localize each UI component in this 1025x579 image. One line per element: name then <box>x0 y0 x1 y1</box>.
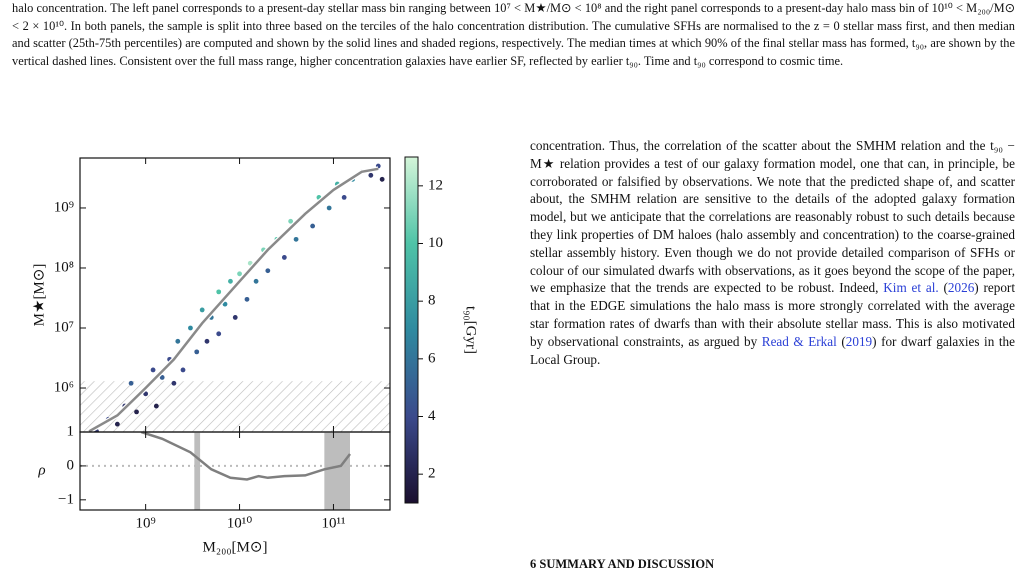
galaxy-point <box>244 296 250 302</box>
galaxy-point <box>180 367 186 373</box>
galaxy-point <box>204 338 210 344</box>
colorbar-tick-label: 4 <box>428 408 436 424</box>
galaxy-point <box>143 391 149 397</box>
galaxy-point <box>341 194 347 200</box>
galaxy-point <box>293 236 299 242</box>
colorbar-label: t₉₀[Gyr] <box>463 306 479 354</box>
galaxy-point <box>128 380 134 386</box>
highlight-band <box>194 432 201 510</box>
galaxy-point <box>326 205 332 211</box>
galaxy-point <box>216 331 222 337</box>
figure-caption: halo concentration. The left panel corre… <box>12 1 1015 68</box>
y-tick-label: −1 <box>58 491 74 507</box>
galaxy-point <box>134 409 139 415</box>
text: concentration. Thus, the correlation of … <box>530 138 1015 296</box>
colorbar-tick-label: 6 <box>428 350 436 366</box>
galaxy-point <box>188 325 193 331</box>
section-heading: 6 SUMMARY AND DISCUSSION <box>530 557 715 571</box>
citation-link[interactable]: Kim et al. <box>883 280 939 296</box>
text: ) for dwarf galaxies in the Local Group. <box>530 333 1015 367</box>
galaxy-point <box>114 421 120 427</box>
plot-area <box>80 163 390 432</box>
galaxy-point <box>153 403 159 409</box>
axes-frame <box>79 431 391 511</box>
body-text: concentration. Thus, the correlation of … <box>530 137 1015 368</box>
citation-year[interactable]: 2026 <box>947 280 975 296</box>
galaxy-point <box>288 218 294 224</box>
y-tick-label: 10⁶ <box>54 379 74 395</box>
y-tick-label: 0 <box>67 457 75 473</box>
galaxy-point <box>171 380 177 386</box>
colorbar-tick-label: 2 <box>428 466 436 482</box>
galaxy-point <box>194 349 200 355</box>
galaxy-point <box>253 278 259 284</box>
x-tick-label: 10¹⁰ <box>227 515 253 531</box>
galaxy-point <box>379 176 385 182</box>
galaxy-point <box>199 307 205 313</box>
y-axis-label: M★[M⊙] <box>31 264 47 327</box>
y-tick-label: 10⁷ <box>54 319 74 335</box>
galaxy-point <box>150 367 156 373</box>
galaxy-point <box>175 338 181 344</box>
plot-area <box>80 432 390 510</box>
galaxy-point <box>237 271 242 277</box>
x-tick-label: 10⁹ <box>136 515 156 531</box>
galaxy-point <box>281 255 287 260</box>
galaxy-point <box>159 375 165 380</box>
colorbar-tick-label: 8 <box>428 293 436 309</box>
galaxy-point <box>310 223 316 229</box>
galaxy-point <box>265 268 271 274</box>
colorbar-tick-label: 12 <box>428 177 443 193</box>
galaxy-point <box>228 278 233 284</box>
galaxy-point <box>222 301 228 307</box>
citation-year[interactable]: 2019 <box>845 333 873 349</box>
text: ( <box>836 333 846 349</box>
resolution-hatch <box>80 381 390 432</box>
y-tick-label: 10⁸ <box>54 259 74 275</box>
galaxy-point <box>232 315 238 320</box>
galaxy-point <box>368 172 374 178</box>
citation-link[interactable]: Read & Erkal <box>761 333 837 349</box>
text: ) report that in the EDGE simulations th… <box>530 280 1015 349</box>
y-tick-label: 1 <box>67 423 75 439</box>
y-tick-label: 10⁹ <box>54 199 74 215</box>
correlation-line <box>140 432 351 481</box>
y-axis-label: ρ <box>37 462 45 478</box>
x-axis-label: M₂₀₀[M⊙] <box>203 539 268 555</box>
median-line <box>88 167 379 432</box>
highlight-band <box>324 432 350 510</box>
x-tick-label: 10¹¹ <box>321 515 345 531</box>
colorbar-tick-label: 10 <box>428 235 443 251</box>
text: ( <box>938 280 948 296</box>
galaxy-point <box>216 289 222 295</box>
colorbar <box>404 156 419 504</box>
